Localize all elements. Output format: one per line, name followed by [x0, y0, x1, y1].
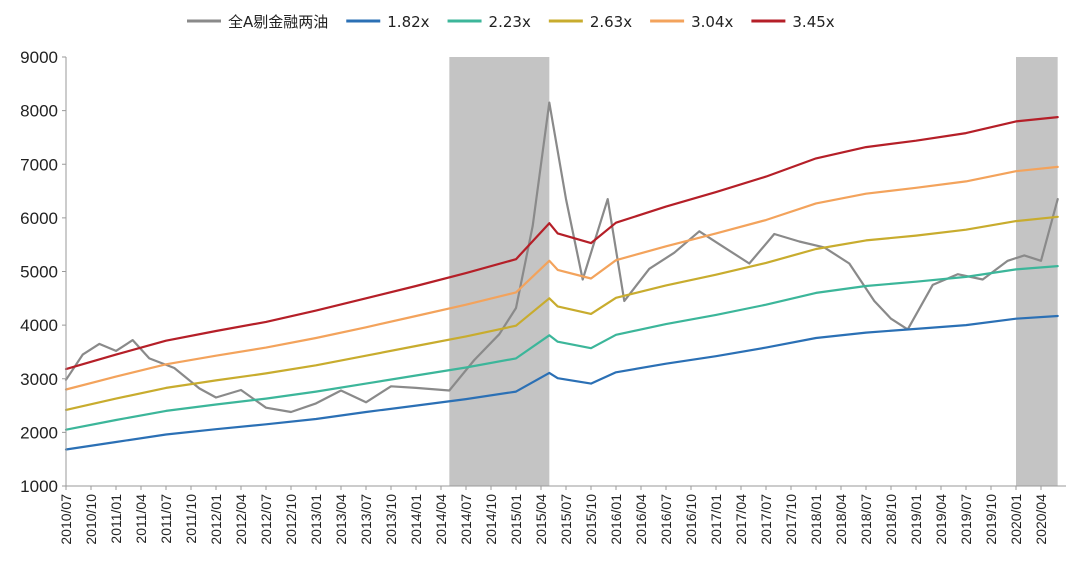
- x-tick-label: 2015/01: [508, 494, 524, 545]
- legend-label: 2.23x: [489, 13, 531, 31]
- y-tick-label: 9000: [20, 48, 58, 67]
- x-tick-label: 2020/04: [1033, 494, 1049, 545]
- legend-label: 3.04x: [691, 13, 733, 31]
- x-tick-label: 2016/04: [633, 494, 649, 545]
- x-tick-label: 2015/10: [583, 494, 599, 545]
- y-tick-label: 3000: [20, 370, 58, 389]
- x-tick-label: 2018/07: [858, 494, 874, 545]
- series-line-3: [64, 265, 1059, 431]
- legend-label: 全A剔金融两油: [228, 13, 328, 31]
- series-line-4: [64, 215, 1059, 411]
- x-tick-label: 2012/01: [208, 494, 224, 545]
- x-tick-label: 2019/07: [958, 494, 974, 545]
- y-tick-label: 1000: [20, 477, 58, 496]
- x-tick-label: 2013/10: [383, 494, 399, 545]
- x-tick-label: 2010/10: [83, 494, 99, 545]
- x-tick-label: 2019/04: [933, 494, 949, 545]
- x-tick-label: 2013/04: [333, 494, 349, 545]
- x-tick-label: 2019/10: [983, 494, 999, 545]
- x-tick-label: 2012/10: [283, 494, 299, 545]
- legend-item-5: 3.04x: [650, 13, 734, 31]
- x-tick-label: 2011/07: [158, 494, 174, 544]
- legend: 全A剔金融两油 1.82x 2.23x 2.63x 3.04x 3.45x: [187, 13, 835, 31]
- x-tick-label: 2015/04: [533, 494, 549, 545]
- x-tick-label: 2019/01: [908, 494, 924, 545]
- x-tick-label: 2011/04: [133, 494, 149, 544]
- x-tick-label: 2016/07: [658, 494, 674, 545]
- legend-label: 2.63x: [590, 13, 632, 31]
- legend-label: 1.82x: [387, 13, 429, 31]
- x-tick-label: 2018/10: [883, 494, 899, 545]
- x-tick-label: 2018/01: [808, 494, 824, 545]
- legend-item-6: 3.45x: [751, 13, 835, 31]
- legend-item-1: 全A剔金融两油: [187, 13, 328, 31]
- x-tick-label: 2017/04: [733, 494, 749, 545]
- shaded-periods: [449, 57, 1058, 486]
- x-tick-label: 2012/07: [258, 494, 274, 545]
- x-tick-label: 2016/01: [608, 494, 624, 545]
- y-tick-label: 7000: [20, 155, 58, 174]
- series-lines: [64, 101, 1059, 451]
- series-line-2: [64, 314, 1059, 451]
- series-line-1: [64, 101, 1059, 414]
- shaded-period-2: [1016, 57, 1058, 486]
- x-tick-label: 2014/01: [408, 494, 424, 545]
- x-tick-label: 2014/10: [483, 494, 499, 545]
- legend-item-4: 2.63x: [548, 13, 632, 31]
- x-tick-label: 2014/07: [458, 494, 474, 545]
- series-line-6: [64, 115, 1059, 371]
- shaded-period-1: [449, 57, 550, 486]
- legend-label: 3.45x: [792, 13, 834, 31]
- y-tick-label: 2000: [20, 423, 58, 442]
- y-tick-label: 8000: [20, 102, 58, 121]
- x-tick-label: 2016/10: [683, 494, 699, 545]
- x-tick-label: 2013/07: [358, 494, 374, 545]
- x-tick-label: 2020/01: [1008, 494, 1024, 545]
- x-tick-label: 2010/07: [58, 494, 74, 545]
- x-tick-label: 2014/04: [433, 494, 449, 545]
- x-tick-label: 2017/01: [708, 494, 724, 545]
- axes: 1000 2000 3000 4000 5000 6000 7000 8000 9000 2010…: [20, 48, 1066, 545]
- x-tick-label: 2013/01: [308, 494, 324, 545]
- x-tick-label: 2011/01: [108, 494, 124, 544]
- y-tick-label: 4000: [20, 316, 58, 335]
- x-tick-label: 2015/07: [558, 494, 574, 545]
- legend-item-3: 2.23x: [447, 13, 531, 31]
- y-tick-label: 6000: [20, 209, 58, 228]
- x-tick-label: 2017/10: [783, 494, 799, 545]
- x-tick-label: 2017/07: [758, 494, 774, 545]
- x-tick-label: 2018/04: [833, 494, 849, 545]
- legend-item-2: 1.82x: [346, 13, 430, 31]
- x-tick-label: 2012/04: [233, 494, 249, 545]
- series-line-5: [64, 165, 1059, 391]
- x-tick-label: 2011/10: [183, 494, 199, 544]
- y-tick-label: 5000: [20, 263, 58, 282]
